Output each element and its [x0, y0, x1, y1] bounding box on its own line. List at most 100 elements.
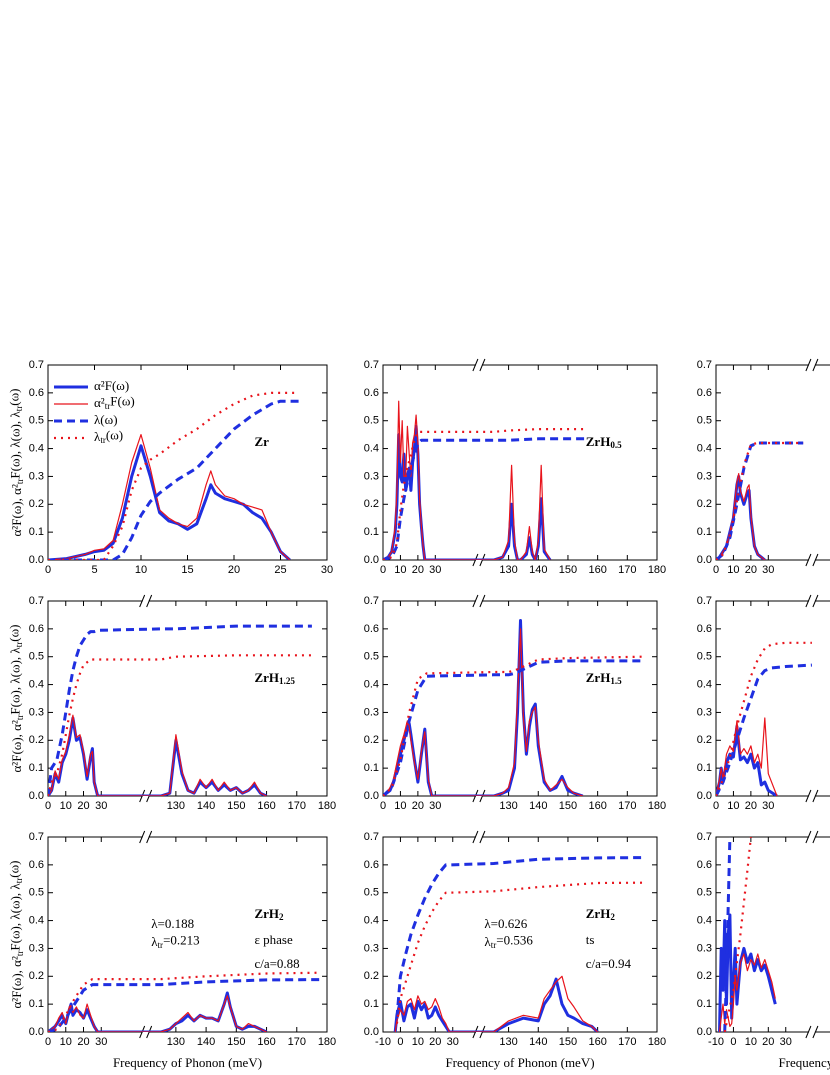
series-line	[48, 991, 268, 1032]
y-tick-label: 0.6	[29, 859, 44, 871]
y-tick-label: 0.4	[29, 678, 44, 690]
x-tick-label: 20	[412, 564, 424, 576]
y-tick-label: 0.6	[29, 623, 44, 635]
y-tick-label: 0.0	[29, 790, 44, 802]
y-tick-label: 0.4	[29, 914, 44, 926]
y-tick-label: 0.3	[364, 470, 379, 482]
y-tick-label: 0.1	[697, 762, 712, 774]
series-line	[383, 655, 643, 796]
annotation: λtr=0.213	[151, 933, 199, 951]
axis-break	[479, 830, 486, 844]
axis-break-gap	[475, 599, 482, 603]
y-tick-label: 0.1	[364, 526, 379, 538]
y-tick-label: 0.0	[29, 1026, 44, 1038]
y-tick-label: 0.5	[29, 415, 44, 427]
y-tick-label: 0.6	[697, 623, 712, 635]
y-tick-label: 0.2	[697, 734, 712, 746]
y-tick-label: 0.0	[697, 1026, 712, 1038]
y-tick-label: 0.5	[697, 651, 712, 663]
y-tick-label: 0.4	[697, 678, 712, 690]
axis-break	[472, 594, 479, 608]
series-line	[383, 424, 552, 560]
x-tick-label: 130	[499, 564, 517, 576]
x-tick-label: 30	[780, 1036, 792, 1048]
panel: 0.0 0.1 0.2 0.3 0.4 0.5 0.6 0.7 0 10 20 30 130 140 150…	[6, 594, 336, 812]
x-tick-label: 140	[529, 800, 547, 812]
x-tick-label: 5	[91, 564, 97, 576]
annotation: λ=0.188	[151, 916, 194, 931]
y-tick-label: 0.2	[697, 498, 712, 510]
x-tick-label: 10	[60, 1036, 72, 1048]
y-tick-label: 0.7	[697, 831, 712, 843]
plot-frame	[47, 836, 328, 1033]
panel: 0.0 0.1 0.2 0.3 0.4 0.5 0.6 0.7 -10 0 10 20 30 Freque…	[697, 830, 830, 1070]
axis-break	[805, 789, 812, 803]
annotation: λ=0.626	[484, 916, 527, 931]
y-axis-label: α²F(ω), α²trF(ω), λ(ω), λtr(ω)	[6, 861, 25, 1009]
x-tick-label: 160	[257, 1036, 275, 1048]
y-tick-label: 0.7	[29, 359, 44, 371]
axis-break	[472, 358, 479, 372]
axis-break	[812, 594, 819, 608]
x-tick-label: -10	[375, 1036, 391, 1048]
x-tick-label: 30	[429, 800, 441, 812]
x-tick-label: 0	[45, 1036, 51, 1048]
axis-break-gap	[808, 835, 815, 839]
y-tick-label: 0.1	[29, 762, 44, 774]
x-tick-label: 10	[394, 564, 406, 576]
panel: 0.0 0.1 0.2 0.3 0.4 0.5 0.6 0.7 0 10 20 30	[697, 594, 830, 812]
x-tick-label: 30	[321, 564, 333, 576]
y-tick-label: 0.3	[364, 706, 379, 718]
x-tick-label: 160	[588, 800, 606, 812]
y-tick-label: 0.6	[697, 859, 712, 871]
axis-break	[479, 594, 486, 608]
y-tick-label: 0.5	[364, 415, 379, 427]
x-tick-label: 30	[429, 564, 441, 576]
y-tick-label: 0.1	[364, 998, 379, 1010]
panel: 0.0 0.1 0.2 0.3 0.4 0.5 0.6 0.7 0 10 20 30 130 140 150…	[364, 594, 666, 812]
panel: 0.0 0.1 0.2 0.3 0.4 0.5 0.6 0.7 0 10 20 30	[697, 358, 830, 576]
y-tick-label: 0.1	[697, 998, 712, 1010]
x-tick-label: 30	[762, 800, 774, 812]
x-tick-label: 30	[762, 564, 774, 576]
series-line	[394, 975, 599, 1032]
y-tick-label: 0.1	[364, 762, 379, 774]
series-line	[716, 441, 804, 560]
series-line	[383, 628, 583, 796]
panel: 0.0 0.1 0.2 0.3 0.4 0.5 0.6 0.7 0 10 20 30 130 140 150…	[364, 358, 666, 576]
x-tick-label: 10	[412, 1036, 424, 1048]
y-tick-label: 0.3	[697, 942, 712, 954]
y-tick-label: 0.4	[364, 442, 379, 454]
x-tick-label: 0	[713, 564, 719, 576]
x-tick-label: 10	[727, 800, 739, 812]
x-tick-label: 30	[447, 1036, 459, 1048]
panel: 0.0 0.1 0.2 0.3 0.4 0.5 0.6 0.7 -10 0 10 20 30 130 140…	[364, 830, 666, 1070]
series-line	[48, 624, 312, 796]
x-tick-label: 0	[380, 800, 386, 812]
x-tick-label: 0	[713, 800, 719, 812]
panel-label: Zr	[254, 434, 269, 449]
series-line	[716, 663, 812, 796]
y-tick-label: 0.3	[364, 942, 379, 954]
x-tick-label: 170	[618, 800, 636, 812]
plot-frame	[715, 600, 830, 797]
panel-label: ZrH0.5	[586, 434, 622, 450]
legend-label: α²trF(ω)	[94, 394, 135, 412]
series-line	[48, 444, 291, 560]
y-tick-label: 0.0	[364, 1026, 379, 1038]
y-tick-label: 0.1	[29, 998, 44, 1010]
x-tick-label: 180	[648, 564, 666, 576]
y-tick-label: 0.7	[29, 595, 44, 607]
x-tick-label: 150	[559, 1036, 577, 1048]
x-tick-label: 20	[745, 564, 757, 576]
x-tick-label: 20	[762, 1036, 774, 1048]
x-tick-label: 10	[727, 564, 739, 576]
series-line	[723, 837, 752, 1032]
y-tick-label: 0.4	[364, 678, 379, 690]
x-tick-label: 20	[412, 800, 424, 812]
x-tick-label: 170	[288, 1036, 306, 1048]
series-line	[48, 391, 300, 560]
axis-break	[812, 830, 819, 844]
y-tick-label: 0.2	[29, 970, 44, 982]
series-line	[383, 428, 586, 560]
